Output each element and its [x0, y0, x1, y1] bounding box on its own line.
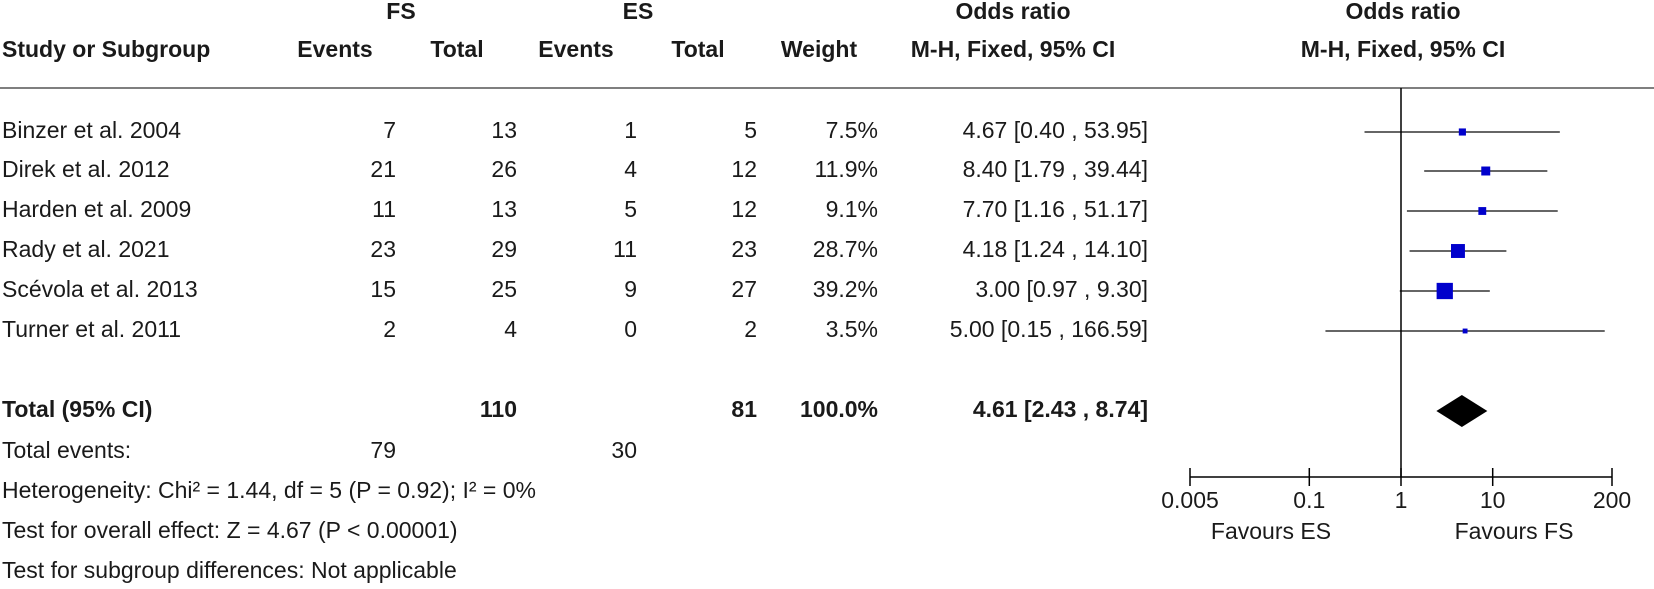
weight: 11.9% — [814, 156, 878, 182]
effect-marker — [1481, 166, 1491, 176]
total-events-label: Total events: — [2, 437, 131, 463]
effect-marker — [1458, 128, 1466, 136]
weight: 7.5% — [826, 117, 878, 143]
es-events: 5 — [624, 196, 637, 222]
fs-events: 15 — [370, 276, 396, 302]
total-label: Total (95% CI) — [2, 396, 152, 422]
study-name: Direk et al. 2012 — [2, 156, 169, 182]
column-header: M-H, Fixed, 95% CI — [911, 36, 1115, 62]
group-header: Odds ratio — [955, 0, 1070, 24]
es-total: 12 — [731, 156, 757, 182]
column-header: Study or Subgroup — [2, 36, 210, 62]
study-name: Binzer et al. 2004 — [2, 117, 181, 143]
x-tick-label: 200 — [1593, 487, 1631, 513]
odds-ratio-ci: 5.00 [0.15 , 166.59] — [950, 316, 1148, 342]
odds-ratio-ci: 7.70 [1.16 , 51.17] — [963, 196, 1148, 222]
column-header: Total — [671, 36, 724, 62]
note: Test for overall effect: Z = 4.67 (P < 0… — [2, 517, 458, 543]
total-events-fs: 79 — [370, 437, 396, 463]
es-events: 0 — [624, 316, 637, 342]
total-weight: 100.0% — [800, 396, 878, 422]
x-tick-label: 10 — [1480, 487, 1506, 513]
total-ci: 4.61 [2.43 , 8.74] — [973, 396, 1148, 422]
fs-total: 4 — [504, 316, 517, 342]
fs-events: 21 — [370, 156, 396, 182]
es-total: 27 — [731, 276, 757, 302]
effect-marker — [1450, 244, 1465, 258]
total-diamond — [1436, 395, 1488, 427]
es-events: 11 — [613, 236, 637, 262]
effect-marker — [1462, 328, 1468, 334]
fs-total: 25 — [491, 276, 517, 302]
es-total: 12 — [731, 196, 757, 222]
note: Heterogeneity: Chi² = 1.44, df = 5 (P = … — [2, 477, 536, 503]
total-events-es: 30 — [611, 437, 637, 463]
x-tick-label: 1 — [1395, 487, 1408, 513]
es-events: 4 — [624, 156, 637, 182]
odds-ratio-ci: 4.67 [0.40 , 53.95] — [963, 117, 1148, 143]
group-header: Odds ratio — [1345, 0, 1460, 24]
weight: 28.7% — [813, 236, 878, 262]
weight: 39.2% — [813, 276, 878, 302]
study-name: Scévola et al. 2013 — [2, 276, 198, 302]
column-header: Weight — [781, 36, 858, 62]
study-name: Rady et al. 2021 — [2, 236, 170, 262]
fs-events: 2 — [383, 316, 396, 342]
total-fs: 110 — [480, 396, 517, 422]
odds-ratio-ci: 4.18 [1.24 , 14.10] — [963, 236, 1148, 262]
column-header: Events — [297, 36, 372, 62]
x-tick-label: 0.1 — [1293, 487, 1325, 513]
total-es: 81 — [731, 396, 757, 422]
weight: 3.5% — [826, 316, 878, 342]
column-header: M-H, Fixed, 95% CI — [1301, 36, 1505, 62]
es-total: 2 — [744, 316, 757, 342]
effect-marker — [1478, 207, 1487, 215]
x-tick-label: 0.005 — [1161, 487, 1219, 513]
group-header: ES — [623, 0, 654, 24]
note: Test for subgroup differences: Not appli… — [2, 557, 457, 583]
es-events: 1 — [624, 117, 637, 143]
fs-total: 13 — [491, 196, 517, 222]
es-events: 9 — [624, 276, 637, 302]
fs-total: 26 — [491, 156, 517, 182]
study-name: Turner et al. 2011 — [2, 316, 181, 342]
odds-ratio-ci: 3.00 [0.97 , 9.30] — [975, 276, 1148, 302]
fs-events: 7 — [383, 117, 396, 143]
column-header: Total — [430, 36, 483, 62]
study-name: Harden et al. 2009 — [2, 196, 191, 222]
effect-marker — [1436, 282, 1453, 300]
favours-right: Favours FS — [1455, 518, 1574, 544]
es-total: 23 — [731, 236, 757, 262]
weight: 9.1% — [826, 196, 878, 222]
es-total: 5 — [744, 117, 757, 143]
odds-ratio-ci: 8.40 [1.79 , 39.44] — [963, 156, 1148, 182]
fs-events: 11 — [372, 196, 396, 222]
column-header: Events — [538, 36, 613, 62]
fs-total: 29 — [491, 236, 517, 262]
group-header: FS — [386, 0, 415, 24]
fs-events: 23 — [370, 236, 396, 262]
fs-total: 13 — [491, 117, 517, 143]
favours-left: Favours ES — [1211, 518, 1331, 544]
